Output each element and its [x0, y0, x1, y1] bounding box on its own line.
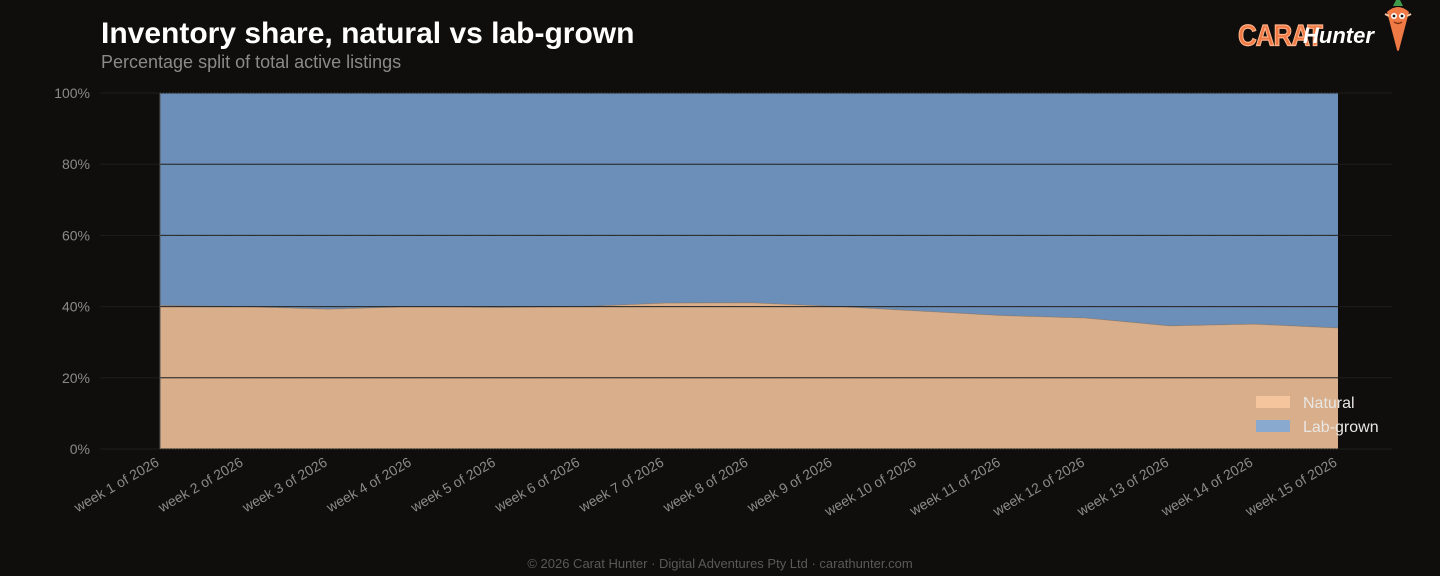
x-tick-label: week 4 of 2026 [323, 454, 414, 516]
y-tick-label: 80% [62, 156, 90, 172]
brand-word-carat: CARAT [1237, 17, 1323, 53]
series-area-lab-grown [160, 93, 1338, 328]
legend-label-lab-grown: Lab-grown [1303, 419, 1379, 436]
x-tick-label: week 10 of 2026 [821, 454, 919, 520]
x-tick-label: week 13 of 2026 [1073, 454, 1171, 520]
y-tick-label: 100% [54, 85, 90, 101]
x-tick-label: week 7 of 2026 [575, 454, 666, 516]
x-tick-label: week 15 of 2026 [1242, 454, 1340, 520]
chart-subtitle: Percentage split of total active listing… [101, 52, 402, 72]
legend-swatch-natural [1256, 396, 1290, 408]
series-boundary-line [159, 302, 1339, 329]
brand-logo[interactable]: CARAT Hunter [1237, 0, 1418, 56]
x-tick-label: week 11 of 2026 [906, 454, 1003, 519]
x-tick-label: week 3 of 2026 [239, 454, 330, 516]
chart-title: Inventory share, natural vs lab-grown [101, 17, 635, 50]
legend-swatch-lab-grown [1256, 420, 1290, 432]
y-tick-label: 40% [62, 299, 90, 315]
y-tick-label: 20% [62, 370, 90, 386]
legend-label-natural: Natural [1303, 395, 1355, 412]
carrot-mascot-icon [1384, 0, 1412, 51]
brand-word-hunter: Hunter [1303, 23, 1374, 48]
footer-credits: © 2026 Carat Hunter · Digital Adventures… [527, 556, 913, 571]
x-tick-label: week 12 of 2026 [989, 454, 1087, 520]
x-tick-label: week 2 of 2026 [155, 454, 246, 516]
y-tick-label: 0% [70, 441, 90, 457]
x-tick-label: week 9 of 2026 [744, 454, 835, 516]
x-tick-label: week 6 of 2026 [491, 454, 582, 516]
x-tick-label: week 5 of 2026 [407, 454, 498, 516]
x-tick-label: week 1 of 2026 [70, 454, 161, 516]
x-tick-label: week 14 of 2026 [1158, 454, 1256, 520]
y-tick-label: 60% [62, 227, 90, 243]
x-tick-label: week 8 of 2026 [659, 454, 750, 516]
series-area-natural [160, 302, 1338, 449]
